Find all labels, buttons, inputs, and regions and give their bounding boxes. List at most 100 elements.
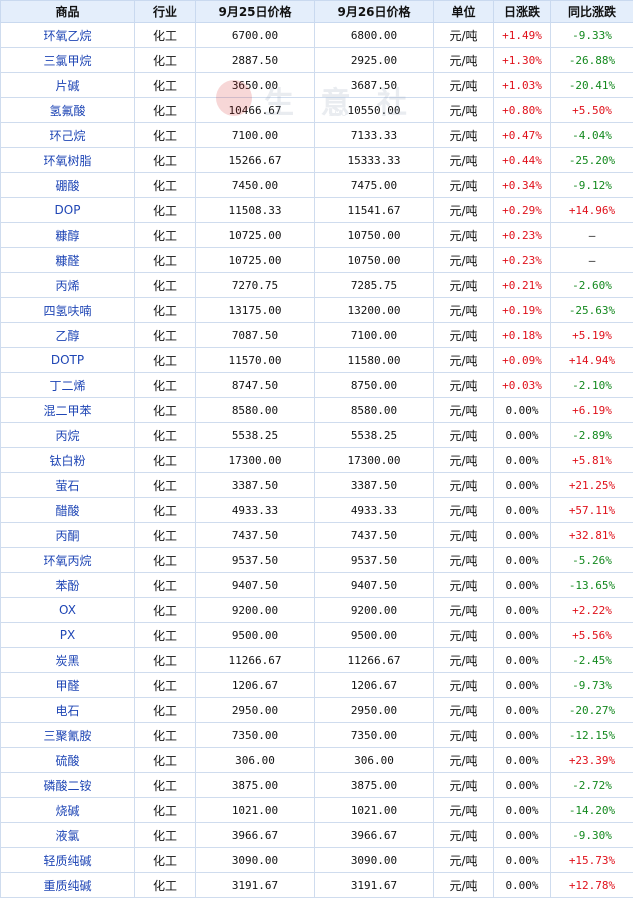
cell-commodity[interactable]: 环己烷 [0,122,135,148]
cell-commodity[interactable]: 丙酮 [0,522,135,548]
cell-price-sep26: 1021.00 [314,797,434,823]
cell-price-sep25: 2950.00 [195,697,315,723]
cell-yoy-change: -9.73% [550,672,633,698]
cell-price-sep25: 17300.00 [195,447,315,473]
cell-commodity[interactable]: 苯酚 [0,572,135,598]
table-row: 环氧丙烷 化工 9537.50 9537.50 元/吨 0.00% -5.26% [0,547,633,573]
cell-commodity[interactable]: 液氯 [0,822,135,848]
table-row: 烧碱 化工 1021.00 1021.00 元/吨 0.00% -14.20% [0,797,633,823]
cell-commodity[interactable]: 硼酸 [0,172,135,198]
cell-commodity[interactable]: 混二甲苯 [0,397,135,423]
cell-commodity[interactable]: 氢氟酸 [0,97,135,123]
cell-commodity[interactable]: 丁二烯 [0,372,135,398]
cell-price-sep26: 3090.00 [314,847,434,873]
cell-commodity[interactable]: 炭黑 [0,647,135,673]
cell-industry: 化工 [134,47,196,73]
cell-commodity[interactable]: 重质纯碱 [0,872,135,898]
table-row: OX 化工 9200.00 9200.00 元/吨 0.00% +2.22% [0,597,633,623]
cell-unit: 元/吨 [433,647,494,673]
cell-commodity[interactable]: 环氧乙烷 [0,22,135,48]
cell-commodity[interactable]: 环氧丙烷 [0,547,135,573]
cell-commodity[interactable]: DOP [0,197,135,223]
cell-unit: 元/吨 [433,22,494,48]
table-row: 轻质纯碱 化工 3090.00 3090.00 元/吨 0.00% +15.73% [0,847,633,873]
table-row: 三氯甲烷 化工 2887.50 2925.00 元/吨 +1.30% -26.88% [0,47,633,73]
cell-daily-change: 0.00% [493,797,551,823]
cell-price-sep25: 1021.00 [195,797,315,823]
cell-yoy-change: -25.63% [550,297,633,323]
cell-commodity[interactable]: 醋酸 [0,497,135,523]
cell-commodity[interactable]: 轻质纯碱 [0,847,135,873]
cell-commodity[interactable]: 糠醇 [0,222,135,248]
cell-yoy-change: — [550,247,633,273]
cell-commodity[interactable]: OX [0,597,135,623]
cell-commodity[interactable]: 硫酸 [0,747,135,773]
cell-price-sep25: 11570.00 [195,347,315,373]
cell-commodity[interactable]: DOTP [0,347,135,373]
cell-commodity[interactable]: 萤石 [0,472,135,498]
cell-price-sep25: 3875.00 [195,772,315,798]
cell-commodity[interactable]: 甲醛 [0,672,135,698]
cell-unit: 元/吨 [433,722,494,748]
cell-commodity[interactable]: 糠醛 [0,247,135,273]
cell-daily-change: 0.00% [493,772,551,798]
cell-commodity[interactable]: 四氢呋喃 [0,297,135,323]
cell-yoy-change: +21.25% [550,472,633,498]
cell-yoy-change: +23.39% [550,747,633,773]
cell-industry: 化工 [134,247,196,273]
cell-yoy-change: — [550,222,633,248]
cell-unit: 元/吨 [433,447,494,473]
cell-yoy-change: -9.12% [550,172,633,198]
cell-price-sep26: 10750.00 [314,247,434,273]
cell-price-sep25: 7270.75 [195,272,315,298]
cell-commodity[interactable]: PX [0,622,135,648]
cell-commodity[interactable]: 丙烷 [0,422,135,448]
cell-price-sep26: 11266.67 [314,647,434,673]
cell-industry: 化工 [134,572,196,598]
cell-unit: 元/吨 [433,697,494,723]
cell-industry: 化工 [134,372,196,398]
cell-daily-change: 0.00% [493,447,551,473]
cell-daily-change: 0.00% [493,397,551,423]
cell-unit: 元/吨 [433,872,494,898]
cell-commodity[interactable]: 电石 [0,697,135,723]
cell-daily-change: +1.30% [493,47,551,73]
cell-price-sep26: 6800.00 [314,22,434,48]
table-row: 磷酸二铵 化工 3875.00 3875.00 元/吨 0.00% -2.72% [0,772,633,798]
cell-unit: 元/吨 [433,522,494,548]
cell-price-sep26: 8750.00 [314,372,434,398]
table-body: 环氧乙烷 化工 6700.00 6800.00 元/吨 +1.49% -9.33% 三氯甲烷化… [0,22,633,898]
cell-price-sep25: 7087.50 [195,322,315,348]
cell-unit: 元/吨 [433,822,494,848]
cell-commodity[interactable]: 烧碱 [0,797,135,823]
cell-industry: 化工 [134,672,196,698]
cell-industry: 化工 [134,647,196,673]
cell-unit: 元/吨 [433,72,494,98]
cell-commodity[interactable]: 磷酸二铵 [0,772,135,798]
cell-commodity[interactable]: 乙醇 [0,322,135,348]
cell-yoy-change: +32.81% [550,522,633,548]
cell-commodity[interactable]: 钛白粉 [0,447,135,473]
cell-yoy-change: +5.19% [550,322,633,348]
cell-commodity[interactable]: 环氧树脂 [0,147,135,173]
table-row: 电石 化工 2950.00 2950.00 元/吨 0.00% -20.27% [0,697,633,723]
cell-commodity[interactable]: 丙烯 [0,272,135,298]
header-unit: 单位 [433,0,494,23]
cell-yoy-change: -2.72% [550,772,633,798]
cell-unit: 元/吨 [433,472,494,498]
cell-price-sep26: 4933.33 [314,497,434,523]
cell-price-sep26: 7133.33 [314,122,434,148]
cell-daily-change: +0.29% [493,197,551,223]
cell-commodity[interactable]: 三聚氰胺 [0,722,135,748]
cell-commodity[interactable]: 片碱 [0,72,135,98]
cell-daily-change: 0.00% [493,672,551,698]
cell-yoy-change: -25.20% [550,147,633,173]
table-row: 炭黑 化工 11266.67 11266.67 元/吨 0.00% -2.45% [0,647,633,673]
cell-yoy-change: +14.96% [550,197,633,223]
table-row: PX 化工 9500.00 9500.00 元/吨 0.00% +5.56% [0,622,633,648]
table-row: DOP 化工 11508.33 11541.67 元/吨 +0.29% +14.96% [0,197,633,223]
cell-yoy-change: -2.45% [550,647,633,673]
cell-commodity[interactable]: 三氯甲烷 [0,47,135,73]
